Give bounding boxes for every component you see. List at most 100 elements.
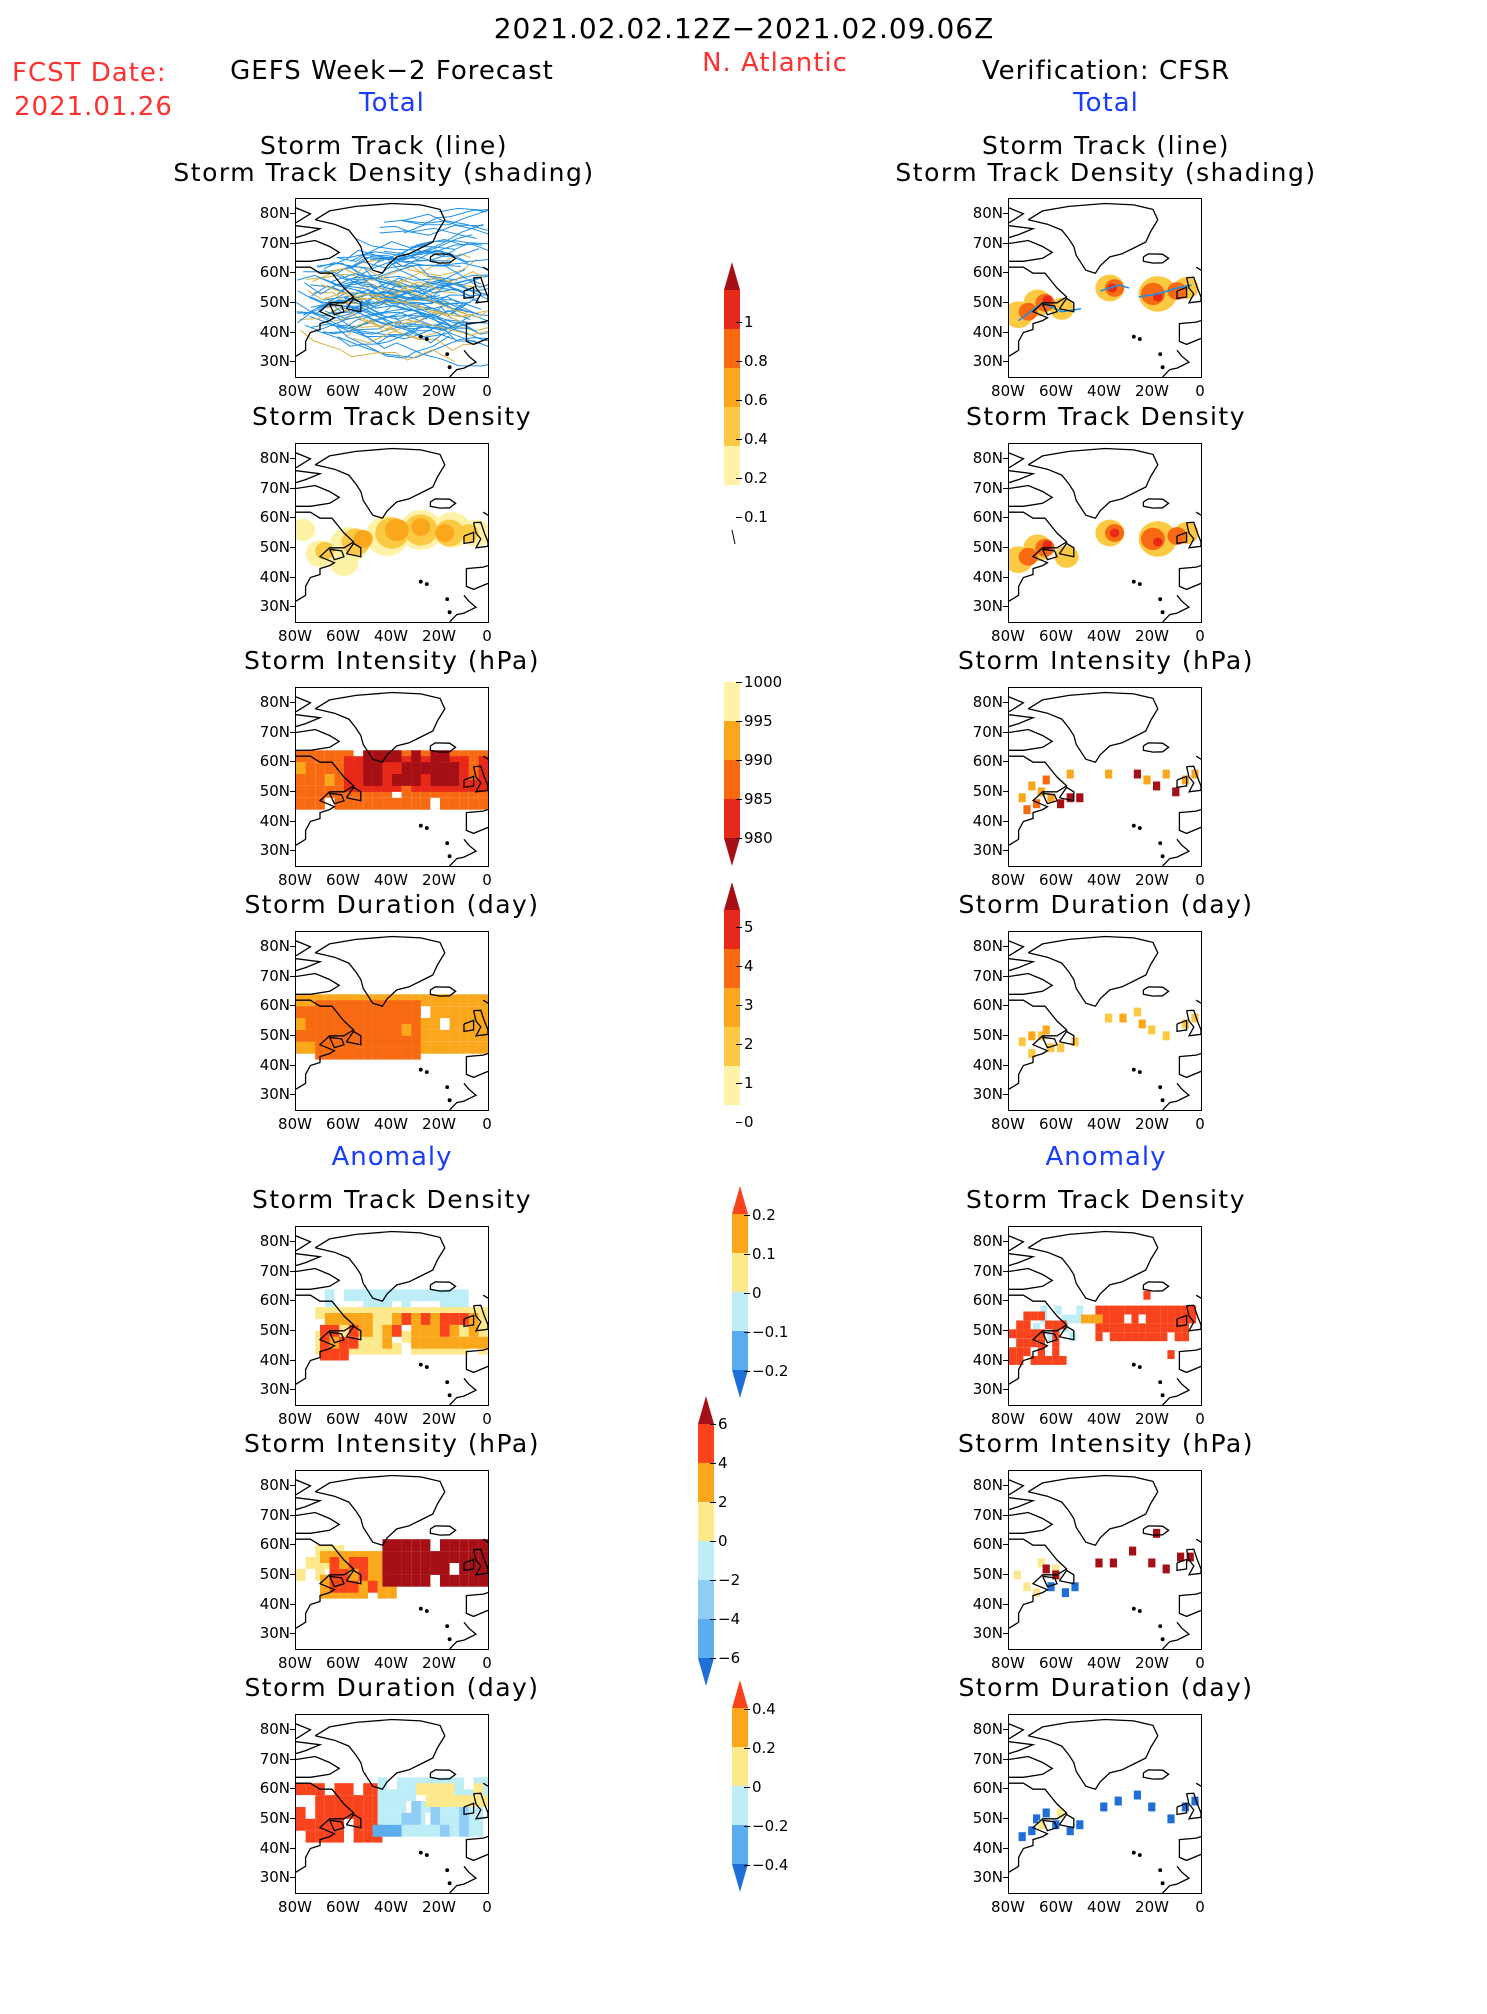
- map-cell: [406, 1789, 416, 1802]
- lon-tick-label: 20W: [1135, 627, 1169, 645]
- map-cell: [329, 1348, 340, 1361]
- colorbar-arrow: [732, 1864, 748, 1892]
- map-cell: [344, 1024, 354, 1036]
- colorbar-intensity-anomaly: 6 4 2 0 −2 −4 −6: [698, 1396, 758, 1808]
- map-cell: [1061, 1588, 1069, 1598]
- map-cell: [440, 1563, 450, 1575]
- lat-tick-label: 50N: [259, 537, 290, 556]
- map-frame: [1008, 198, 1202, 378]
- map-cell: [372, 1807, 383, 1819]
- lat-tick-label: 30N: [259, 1868, 290, 1887]
- map-cell: [1069, 1314, 1077, 1324]
- map-cell: [315, 774, 325, 786]
- map-cell: [1105, 1013, 1113, 1023]
- lon-tick-label: 20W: [1135, 382, 1169, 400]
- density-blob: [329, 549, 359, 577]
- lon-tick-label: 20W: [422, 1410, 456, 1428]
- map-cell: [334, 762, 344, 775]
- colorbar-segment: [698, 1580, 714, 1619]
- colorbar-segment: [724, 329, 740, 368]
- map-cell: [1040, 1305, 1048, 1315]
- map-cell: [358, 1568, 368, 1581]
- lat-tick: [290, 1359, 295, 1361]
- lat-tick: [290, 1300, 295, 1302]
- lat-tick: [1003, 761, 1008, 763]
- storm-track-line: [403, 220, 488, 231]
- lon-tick-label: 80W: [278, 1410, 312, 1428]
- lat-tick: [1003, 1788, 1008, 1790]
- storm-track-line: [403, 209, 488, 234]
- map-cell: [411, 1812, 421, 1825]
- lat-tick-label: 30N: [972, 1085, 1003, 1104]
- map-cell: [420, 1539, 431, 1552]
- colorbar-label: −0.2: [752, 1817, 789, 1835]
- map-cell: [1131, 1323, 1139, 1333]
- map-cell: [392, 1313, 402, 1325]
- lat-tick: [1003, 1484, 1008, 1486]
- lat-tick-label: 50N: [972, 1025, 1003, 1044]
- lat-tick-label: 40N: [972, 1838, 1003, 1857]
- map-cell: [440, 762, 450, 775]
- map-cell: [420, 1336, 431, 1349]
- map-cell: [430, 750, 440, 763]
- map-cell: [1023, 1320, 1031, 1330]
- map-cell: [315, 1307, 325, 1319]
- map-cell: [478, 1574, 488, 1587]
- density-blob: [384, 518, 409, 542]
- map-cell: [368, 1563, 378, 1575]
- map-cell: [401, 756, 412, 769]
- map-cell: [344, 1319, 354, 1331]
- left-density-title: Storm Track Density: [251, 402, 533, 431]
- lon-tick-label: 60W: [1039, 1115, 1073, 1133]
- map-cell: [1162, 1564, 1170, 1574]
- density-blob: [1042, 295, 1053, 305]
- map-cell: [353, 797, 364, 810]
- map-cell: [1117, 1332, 1125, 1342]
- lat-tick: [1003, 701, 1008, 703]
- map-cell: [468, 797, 479, 810]
- map-cell: [1023, 1338, 1031, 1348]
- lat-tick: [290, 761, 295, 763]
- map-cell: [1153, 1323, 1161, 1333]
- colorbar-segment: [698, 1424, 714, 1463]
- lat-tick-label: 50N: [972, 1808, 1003, 1827]
- lat-tick: [290, 850, 295, 852]
- map-cell: [478, 756, 488, 769]
- map-cell: [305, 762, 316, 775]
- colorbar-tick: [736, 799, 742, 800]
- map-cell: [320, 1551, 330, 1563]
- density-blob: [353, 530, 373, 548]
- lat-tick-label: 30N: [259, 597, 290, 616]
- map-cell: [478, 797, 488, 810]
- colorbar-label: −0.2: [752, 1362, 789, 1380]
- right-anom-intensity-title: Storm Intensity (hPa): [958, 1429, 1254, 1458]
- lon-tick-label: 40W: [1087, 1898, 1121, 1916]
- storm-track-line: [356, 238, 455, 257]
- lon-tick-label: 0: [1195, 627, 1205, 645]
- map-cell: [1167, 1314, 1175, 1324]
- map-cell: [1047, 1043, 1055, 1053]
- map-cell: [1037, 1031, 1045, 1041]
- map-cell: [449, 762, 460, 775]
- map-cell: [387, 1801, 397, 1813]
- storm-track-line: [410, 242, 488, 250]
- left-duration-title: Storm Duration (day): [244, 890, 540, 919]
- map-cell: [334, 1313, 344, 1325]
- map-cell: [1167, 1323, 1175, 1333]
- map-cell: [459, 1539, 469, 1552]
- colorbar-label: −2: [718, 1571, 741, 1589]
- map-cell: [392, 1047, 402, 1060]
- lon-tick-label: 20W: [422, 382, 456, 400]
- lat-tick-label: 80N: [259, 692, 290, 711]
- lon-tick-label: 0: [1195, 1410, 1205, 1428]
- map-cell: [459, 994, 469, 1007]
- colorbar-label: 0: [718, 1532, 728, 1550]
- map-cell: [420, 1563, 431, 1575]
- map-cell: [401, 1539, 412, 1552]
- colorbar-segment: [698, 1619, 714, 1658]
- map-cell: [305, 774, 316, 786]
- map-cell: [344, 1807, 354, 1819]
- map-cell: [483, 1777, 488, 1790]
- lat-tick: [1003, 487, 1008, 489]
- colorbar-label: 0.2: [752, 1739, 776, 1757]
